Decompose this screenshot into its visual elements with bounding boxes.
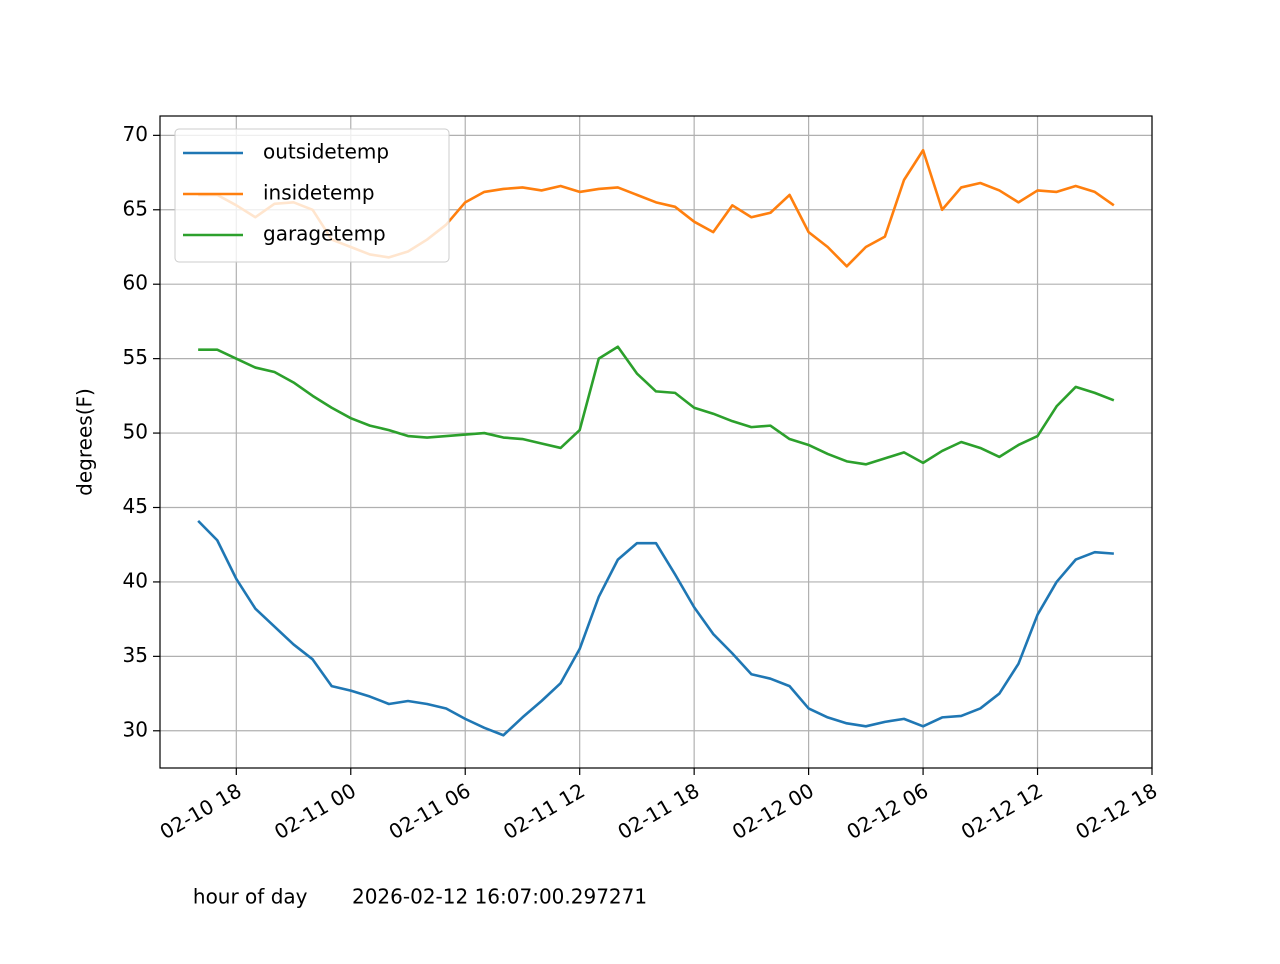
x-axis-label: hour of day 2026-02-12 16:07:00.297271 (193, 885, 647, 909)
series-line (197, 519, 1114, 737)
y-tick-label: 55 (123, 345, 148, 369)
legend-box (174, 128, 450, 263)
y-tick-label: 40 (123, 568, 148, 592)
y-tick-label: 70 (123, 122, 148, 146)
y-axis-label: degrees(F) (73, 388, 97, 496)
y-tick-label: 65 (123, 196, 148, 220)
plot-frame (159, 115, 1153, 769)
y-tick-label: 45 (123, 494, 148, 518)
legend-label: insidetemp (263, 181, 375, 205)
series-line (198, 345, 1115, 466)
y-tick-label: 30 (123, 717, 148, 741)
y-tick-label: 50 (123, 420, 148, 444)
y-tick-label: 60 (123, 271, 148, 295)
legend-label: outsidetemp (263, 140, 389, 164)
legend-label: garagetemp (263, 222, 386, 246)
y-tick-label: 35 (123, 643, 148, 667)
